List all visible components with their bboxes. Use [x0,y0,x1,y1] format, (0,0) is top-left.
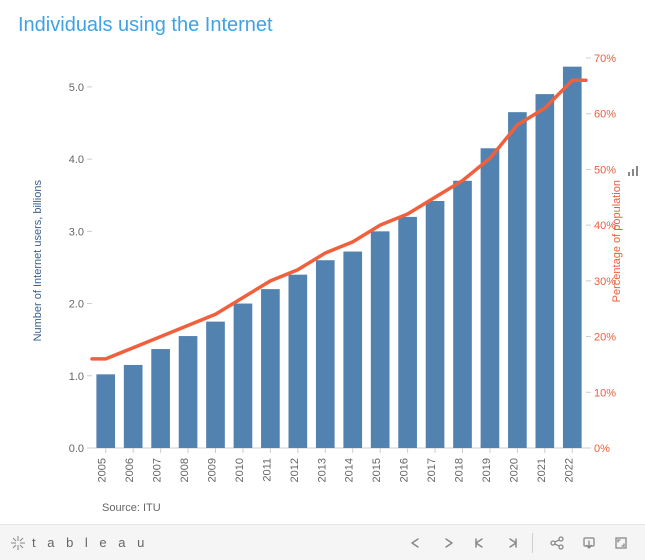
revert-button[interactable] [466,529,494,557]
expand-chart-icon[interactable] [627,165,639,180]
bar[interactable] [151,349,170,448]
svg-text:20%: 20% [594,332,616,344]
bar[interactable] [481,148,500,448]
svg-text:0%: 0% [594,443,610,455]
tableau-mark-icon [10,535,26,551]
x-tick-label: 2019 [481,458,493,482]
x-tick-label: 2012 [289,458,301,482]
x-tick-label: 2005 [97,458,109,482]
x-tick-label: 2014 [344,458,356,482]
svg-text:1.0: 1.0 [69,371,84,383]
svg-text:70%: 70% [594,53,616,65]
bar[interactable] [343,252,362,448]
undo-button[interactable] [402,529,430,557]
x-tick-label: 2015 [371,458,383,482]
bar[interactable] [563,67,582,448]
bar[interactable] [124,365,143,448]
footer-separator [532,533,533,553]
bar[interactable] [371,231,390,448]
tableau-logo[interactable]: t a b l e a u [10,535,148,551]
bar[interactable] [179,336,198,448]
reset-button[interactable] [498,529,526,557]
bar[interactable] [206,322,225,448]
bar[interactable] [316,260,335,448]
svg-text:10%: 10% [594,387,616,399]
bar[interactable] [398,217,417,448]
bar[interactable] [96,374,115,448]
bar[interactable] [234,304,253,448]
bar[interactable] [289,275,308,448]
x-tick-label: 2013 [316,458,328,482]
x-tick-label: 2007 [152,458,164,482]
x-tick-label: 2008 [179,458,191,482]
bar[interactable] [426,201,445,448]
x-tick-label: 2018 [454,458,466,482]
bar[interactable] [261,289,280,448]
x-tick-label: 2006 [124,458,136,482]
svg-text:3.0: 3.0 [69,226,84,238]
y-axis-left-label: Number of Internet users, billions [32,180,44,341]
svg-text:60%: 60% [594,109,616,121]
x-tick-label: 2022 [563,458,575,482]
bar[interactable] [453,181,472,448]
tableau-logo-text: t a b l e a u [32,535,148,550]
download-button[interactable] [575,529,603,557]
bar[interactable] [536,94,555,448]
svg-text:5.0: 5.0 [69,82,84,94]
x-tick-label: 2009 [207,458,219,482]
svg-text:4.0: 4.0 [69,154,84,166]
svg-text:50%: 50% [594,164,616,176]
x-tick-label: 2010 [234,458,246,482]
source-label: Source: ITU [102,502,161,514]
x-tick-label: 2011 [261,458,273,482]
x-tick-label: 2017 [426,458,438,482]
redo-button[interactable] [434,529,462,557]
x-tick-label: 2020 [508,458,520,482]
fullscreen-button[interactable] [607,529,635,557]
x-tick-label: 2016 [399,458,411,482]
x-tick-label: 2021 [536,458,548,482]
bar[interactable] [508,112,527,448]
chart-area: 0.01.02.03.04.05.00%10%20%30%40%50%60%70… [0,0,645,495]
svg-text:0.0: 0.0 [69,443,84,455]
y-axis-right-label: Percentage of population [611,180,623,302]
share-button[interactable] [543,529,571,557]
svg-text:2.0: 2.0 [69,299,84,311]
footer-toolbar: t a b l e a u [0,524,645,560]
